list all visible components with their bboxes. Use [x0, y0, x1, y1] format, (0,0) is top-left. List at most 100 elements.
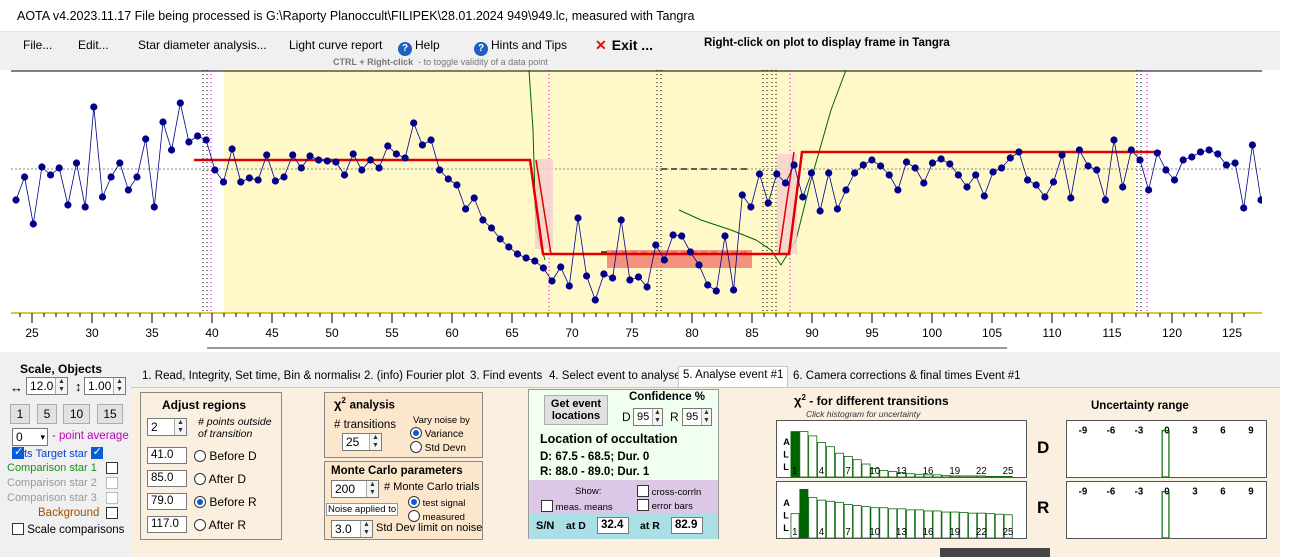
- histogram-bar[interactable]: [879, 507, 889, 538]
- after-d-input[interactable]: 85.0: [147, 470, 187, 487]
- light-curve-point[interactable]: [202, 136, 210, 144]
- light-curve-point[interactable]: [583, 272, 591, 280]
- light-curve-point[interactable]: [998, 164, 1006, 172]
- light-curve-point[interactable]: [790, 161, 798, 169]
- comparison-star-1-checkbox[interactable]: [106, 462, 118, 474]
- measured-radio[interactable]: [408, 510, 420, 522]
- light-curve-point[interactable]: [1058, 151, 1066, 159]
- light-curve-point[interactable]: [29, 220, 37, 228]
- after-d-radio[interactable]: [194, 473, 206, 485]
- histogram-bar[interactable]: [959, 512, 969, 538]
- meas-means-checkbox[interactable]: [541, 500, 553, 512]
- light-curve-point[interactable]: [557, 263, 565, 271]
- confidence-d-input[interactable]: 95 ▲ ▼: [633, 408, 663, 426]
- light-curve-point[interactable]: [462, 205, 470, 213]
- histogram-bar[interactable]: [843, 504, 853, 538]
- histogram-bar[interactable]: [932, 474, 942, 477]
- h-scale-spinner-icon[interactable]: ▲ ▼: [55, 378, 67, 394]
- histogram-bar[interactable]: [870, 507, 880, 538]
- light-curve-point[interactable]: [245, 174, 253, 182]
- before-r-radio[interactable]: [194, 496, 206, 508]
- light-curve-point[interactable]: [781, 179, 790, 187]
- light-curve-point[interactable]: [764, 199, 772, 207]
- light-curve-point[interactable]: [444, 175, 452, 183]
- confidence-d-spinner-icon[interactable]: ▲ ▼: [652, 409, 662, 425]
- light-curve-point[interactable]: [1179, 156, 1187, 164]
- error-bars-checkbox[interactable]: [637, 499, 649, 511]
- light-curve-point[interactable]: [513, 250, 522, 258]
- light-curve-point[interactable]: [712, 287, 720, 295]
- std-dev-limit-input[interactable]: 3.0 ▲ ▼: [331, 520, 373, 538]
- light-curve-point[interactable]: [1162, 166, 1170, 174]
- test-signal-radio[interactable]: [408, 496, 420, 508]
- after-r-radio[interactable]: [194, 519, 206, 531]
- target-visible-checkbox[interactable]: [12, 445, 24, 459]
- transitions-spinner-icon[interactable]: ▲ ▼: [369, 434, 381, 450]
- light-curve-point[interactable]: [21, 173, 29, 181]
- light-curve-point[interactable]: [548, 277, 556, 285]
- scale-15-button[interactable]: 15: [97, 404, 123, 424]
- light-curve-point[interactable]: [401, 154, 409, 162]
- light-curve-point[interactable]: [496, 235, 504, 243]
- histogram-bar[interactable]: [888, 508, 898, 538]
- histogram-bar[interactable]: [843, 456, 853, 477]
- light-curve-point[interactable]: [1214, 150, 1222, 158]
- light-curve-point[interactable]: [695, 261, 703, 269]
- light-curve-point[interactable]: [211, 166, 219, 174]
- confidence-r-spinner-icon[interactable]: ▲ ▼: [701, 409, 711, 425]
- tab-find-events[interactable]: 3. Find events: [466, 368, 547, 387]
- light-curve-point[interactable]: [686, 248, 695, 256]
- monte-carlo-trials-input[interactable]: 200 ▲ ▼: [331, 480, 379, 498]
- light-curve-point[interactable]: [1222, 161, 1230, 169]
- light-curve-point[interactable]: [150, 203, 158, 211]
- light-curve-point[interactable]: [920, 179, 928, 187]
- histogram-bar[interactable]: [826, 446, 835, 477]
- confidence-r-input[interactable]: 95 ▲ ▼: [682, 408, 712, 426]
- histogram-bar[interactable]: [941, 511, 951, 538]
- light-curve-point[interactable]: [531, 257, 539, 265]
- scale-10-button[interactable]: 10: [63, 404, 90, 424]
- light-curve-point[interactable]: [980, 192, 988, 200]
- light-curve-point[interactable]: [194, 132, 202, 140]
- histogram-bar[interactable]: [861, 463, 871, 477]
- light-curve-point[interactable]: [98, 193, 107, 201]
- light-curve-point[interactable]: [1170, 176, 1179, 184]
- light-curve-point[interactable]: [366, 156, 375, 164]
- light-curve-point[interactable]: [989, 168, 997, 176]
- light-curve-point[interactable]: [323, 157, 331, 165]
- light-curve-point[interactable]: [1119, 183, 1127, 191]
- histogram-bar[interactable]: [852, 505, 862, 538]
- light-curve-point[interactable]: [289, 151, 297, 159]
- light-curve-point[interactable]: [219, 178, 228, 186]
- menu-file[interactable]: File...: [23, 38, 53, 52]
- points-outside-input[interactable]: 2 ▲ ▼: [147, 418, 187, 436]
- light-curve-point[interactable]: [721, 232, 729, 240]
- light-curve-point[interactable]: [1188, 153, 1196, 161]
- histogram-bar[interactable]: [790, 513, 800, 538]
- light-curve-point[interactable]: [64, 201, 72, 209]
- variance-radio[interactable]: [410, 427, 422, 439]
- histogram-bar[interactable]: [870, 467, 880, 477]
- menu-help[interactable]: ? Help: [398, 38, 440, 56]
- histogram-bar[interactable]: [968, 475, 978, 477]
- light-curve-point[interactable]: [1041, 193, 1049, 201]
- light-curve-point[interactable]: [877, 162, 885, 170]
- light-curve-point[interactable]: [1257, 196, 1262, 204]
- light-curve-point[interactable]: [142, 135, 150, 143]
- light-curve-point[interactable]: [816, 207, 824, 215]
- light-curve-point[interactable]: [1196, 148, 1205, 156]
- light-curve-point[interactable]: [539, 264, 548, 272]
- light-curve-point[interactable]: [505, 243, 513, 251]
- light-curve-point[interactable]: [574, 214, 582, 222]
- light-curve-point[interactable]: [1006, 154, 1014, 162]
- histogram-bar[interactable]: [906, 473, 915, 477]
- light-curve-point[interactable]: [634, 273, 643, 281]
- light-curve-point[interactable]: [678, 232, 686, 240]
- light-curve-point[interactable]: [133, 173, 141, 181]
- light-curve-point[interactable]: [90, 103, 98, 111]
- light-curve-point[interactable]: [1067, 194, 1075, 202]
- light-curve-point[interactable]: [12, 196, 20, 204]
- light-curve-point[interactable]: [47, 171, 55, 179]
- background-checkbox[interactable]: [106, 507, 118, 519]
- light-curve-point[interactable]: [660, 256, 669, 264]
